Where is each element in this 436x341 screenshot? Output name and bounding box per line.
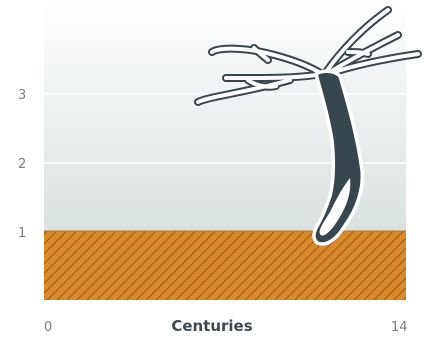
tree-illustration: [194, 6, 422, 106]
soil-band: [44, 231, 406, 300]
y-tick-label-1: 1: [18, 226, 26, 241]
tree-trunk: [312, 69, 365, 246]
y-tick-label-2: 2: [18, 157, 26, 172]
y-tick-label-3: 3: [18, 88, 26, 103]
x-tick-label-end: 14: [391, 320, 408, 335]
x-axis-title: Centuries: [171, 317, 252, 335]
x-tick-label-start: 0: [44, 320, 52, 335]
